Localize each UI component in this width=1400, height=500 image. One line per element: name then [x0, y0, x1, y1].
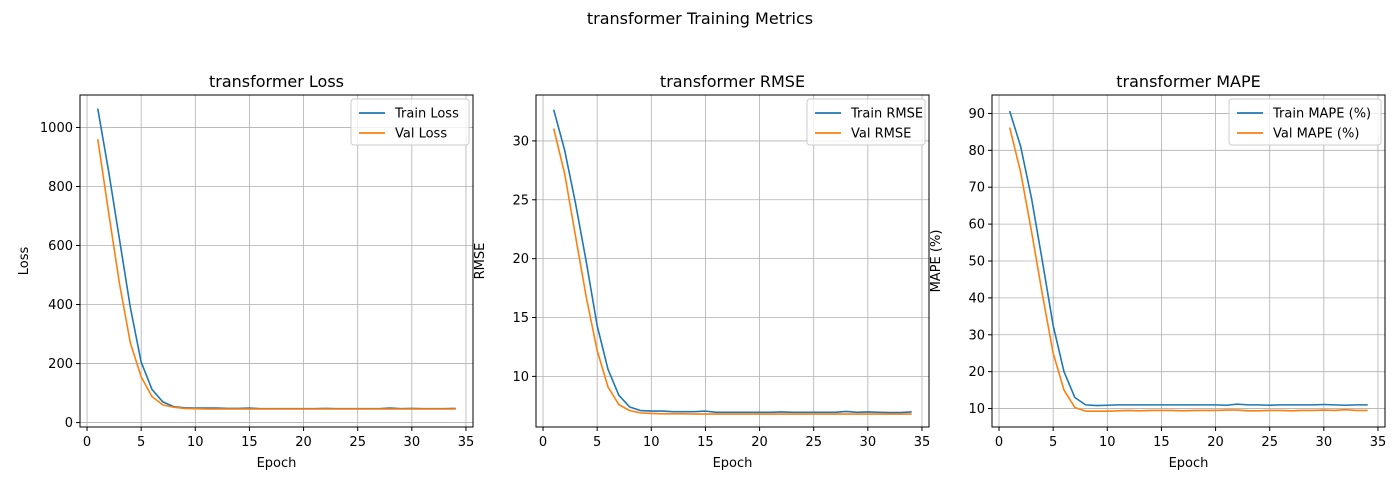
y-tick-label: 15 [512, 311, 529, 326]
x-tick-label: 25 [805, 435, 822, 450]
y-tick-label: 400 [48, 298, 73, 313]
y-tick-label: 70 [968, 181, 985, 196]
y-tick-label: 90 [968, 107, 985, 122]
chart-title: transformer MAPE [1116, 72, 1260, 91]
y-tick-label: 50 [968, 255, 985, 270]
y-tick-label: 60 [968, 218, 985, 233]
y-tick-label: 10 [512, 370, 529, 385]
x-tick-label: 25 [1261, 435, 1278, 450]
x-tick-label: 30 [404, 435, 421, 450]
x-tick-label: 25 [349, 435, 366, 450]
series-line-0 [553, 109, 912, 414]
legend-label-0: Train MAPE (%) [1272, 107, 1371, 122]
plot-frame [79, 94, 474, 428]
x-tick-label: 5 [137, 435, 145, 450]
y-tick-label: 0 [65, 416, 73, 431]
x-tick-label: 10 [187, 435, 204, 450]
plot-frame [991, 94, 1386, 428]
legend-label-0: Train RMSE [850, 107, 923, 122]
x-tick-label: 20 [751, 435, 768, 450]
y-tick-label: 20 [968, 365, 985, 380]
x-tick-label: 5 [593, 435, 601, 450]
figure-suptitle: transformer Training Metrics [587, 9, 813, 28]
legend-label-1: Val RMSE [851, 127, 911, 142]
x-axis-label: Epoch [257, 456, 297, 471]
chart-2: transformer MAPE 0 5 10 15 20 25 30 35 10 20 30 40 50… [929, 72, 1386, 471]
chart-title: transformer RMSE [660, 72, 805, 91]
x-tick-label: 0 [83, 435, 91, 450]
x-tick-label: 10 [1099, 435, 1116, 450]
y-tick-label: 200 [48, 357, 73, 372]
y-tick-label: 80 [968, 144, 985, 159]
chart-1: transformer RMSE 0 5 10 15 20 25 30 35 10 15 20 25 30… [473, 72, 930, 471]
series-line-0 [1009, 110, 1368, 407]
x-tick-label: 10 [643, 435, 660, 450]
series-line-1 [1009, 127, 1368, 412]
chart-0: transformer Loss 0 5 10 15 20 25 30 35 0 200 400 600… [17, 72, 474, 471]
x-tick-label: 35 [1370, 435, 1387, 450]
legend-label-0: Train Loss [394, 107, 459, 122]
x-tick-label: 35 [458, 435, 475, 450]
x-tick-label: 30 [1316, 435, 1333, 450]
legend-label-1: Val Loss [395, 127, 447, 142]
x-tick-label: 0 [995, 435, 1003, 450]
y-tick-label: 30 [512, 134, 529, 149]
series-line-1 [553, 128, 912, 415]
chart-title: transformer Loss [209, 72, 344, 91]
y-tick-label: 800 [48, 180, 73, 195]
legend: Train RMSE Val RMSE [806, 98, 926, 146]
x-tick-label: 30 [860, 435, 877, 450]
y-tick-label: 10 [968, 402, 985, 417]
y-tick-label: 600 [48, 239, 73, 254]
legend: Train MAPE (%) Val MAPE (%) [1228, 98, 1382, 146]
x-axis-label: Epoch [713, 456, 753, 471]
y-axis-label: RMSE [473, 243, 488, 280]
y-tick-label: 20 [512, 252, 529, 267]
x-axis-label: Epoch [1169, 456, 1209, 471]
x-tick-label: 15 [241, 435, 258, 450]
x-tick-label: 5 [1049, 435, 1057, 450]
x-tick-label: 20 [295, 435, 312, 450]
x-tick-label: 15 [697, 435, 714, 450]
y-tick-label: 25 [512, 193, 529, 208]
y-axis-label: MAPE (%) [929, 230, 944, 293]
series-line-1 [97, 139, 456, 410]
x-tick-label: 20 [1207, 435, 1224, 450]
legend-label-1: Val MAPE (%) [1273, 127, 1359, 142]
plot-frame [535, 94, 930, 428]
x-tick-label: 0 [539, 435, 547, 450]
y-tick-label: 1000 [40, 121, 73, 136]
x-tick-label: 15 [1153, 435, 1170, 450]
y-axis-label: Loss [17, 247, 32, 276]
legend: Train Loss Val Loss [350, 98, 470, 146]
x-tick-label: 35 [914, 435, 931, 450]
y-tick-label: 30 [968, 328, 985, 343]
y-tick-label: 40 [968, 291, 985, 306]
legend-box [1228, 98, 1382, 146]
